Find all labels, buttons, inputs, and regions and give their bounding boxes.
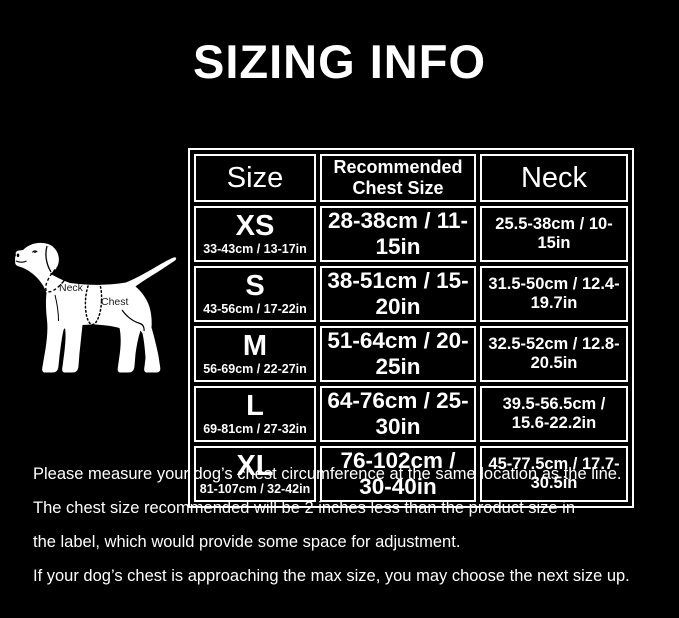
dog-silhouette xyxy=(15,242,177,373)
table-row-s: S 43-56cm / 17-22in 38-51cm / 15-20in 31… xyxy=(194,266,628,322)
dog-nostril xyxy=(16,253,20,258)
note-line-1: Please measure your dog’s chest circumfe… xyxy=(33,465,622,483)
table-row-l: L 69-81cm / 27-32in 64-76cm / 25-30in 39… xyxy=(194,386,628,442)
dog-measurement-diagram: Neck Chest xyxy=(14,241,178,378)
size-cell: S 43-56cm / 17-22in xyxy=(194,266,316,322)
size-cell: XL 81-107cm / 32-42in xyxy=(194,446,316,502)
table-row-xl: XL 81-107cm / 32-42in 76-102cm / 30-40in… xyxy=(194,446,628,502)
chest-cell: 64-76cm / 25-30in xyxy=(320,386,476,442)
chest-measure-ellipse xyxy=(84,276,103,326)
header-chest: Recommended Chest Size xyxy=(320,154,476,202)
dog-thigh-line xyxy=(121,309,145,332)
note-line-3: the label, which would provide some spac… xyxy=(33,533,461,551)
neck-cell: 45-77.5cm / 17.7-30.5in xyxy=(480,446,628,502)
neck-cell: 39.5-56.5cm / 15.6-22.2in xyxy=(480,386,628,442)
dog-illustration-icon: Neck Chest xyxy=(15,242,177,373)
sizing-table: Size Recommended Chest Size Neck XS 33-4… xyxy=(188,148,634,508)
neck-cell: 31.5-50cm / 12.4-19.7in xyxy=(480,266,628,322)
size-cell: XS 33-43cm / 13-17in xyxy=(194,206,316,262)
size-cell: L 69-81cm / 27-32in xyxy=(194,386,316,442)
header-size: Size xyxy=(194,154,316,202)
table-row-m: M 56-69cm / 22-27in 51-64cm / 20-25in 32… xyxy=(194,326,628,382)
header-neck: Neck xyxy=(480,154,628,202)
chest-cell: 76-102cm / 30-40in xyxy=(320,446,476,502)
dog-front-leg-line xyxy=(54,294,59,322)
note-line-2: The chest size recommended will be 2 inc… xyxy=(33,499,576,517)
dog-mouth-line xyxy=(15,260,27,263)
chest-cell: 51-64cm / 20-25in xyxy=(320,326,476,382)
neck-cell: 25.5-38cm / 10-15in xyxy=(480,206,628,262)
chest-label: Chest xyxy=(101,296,129,308)
dog-eye-line xyxy=(31,250,38,253)
dog-eye-dot xyxy=(34,251,36,254)
measurement-notes: Please measure your dog’s chest circumfe… xyxy=(33,464,653,600)
table-row-xs: XS 33-43cm / 13-17in 28-38cm / 11-15in 2… xyxy=(194,206,628,262)
neck-label: Neck xyxy=(59,282,84,294)
page-title: SIZING INFO xyxy=(193,35,486,88)
chest-cell: 38-51cm / 15-20in xyxy=(320,266,476,322)
note-line-4: If your dog’s chest is approaching the m… xyxy=(33,567,630,585)
table-header-row: Size Recommended Chest Size Neck xyxy=(194,154,628,202)
neck-cell: 32.5-52cm / 12.8-20.5in xyxy=(480,326,628,382)
neck-measure-ellipse xyxy=(44,261,72,293)
dog-ear-line xyxy=(45,245,52,273)
chest-cell: 28-38cm / 11-15in xyxy=(320,206,476,262)
size-cell: M 56-69cm / 22-27in xyxy=(194,326,316,382)
